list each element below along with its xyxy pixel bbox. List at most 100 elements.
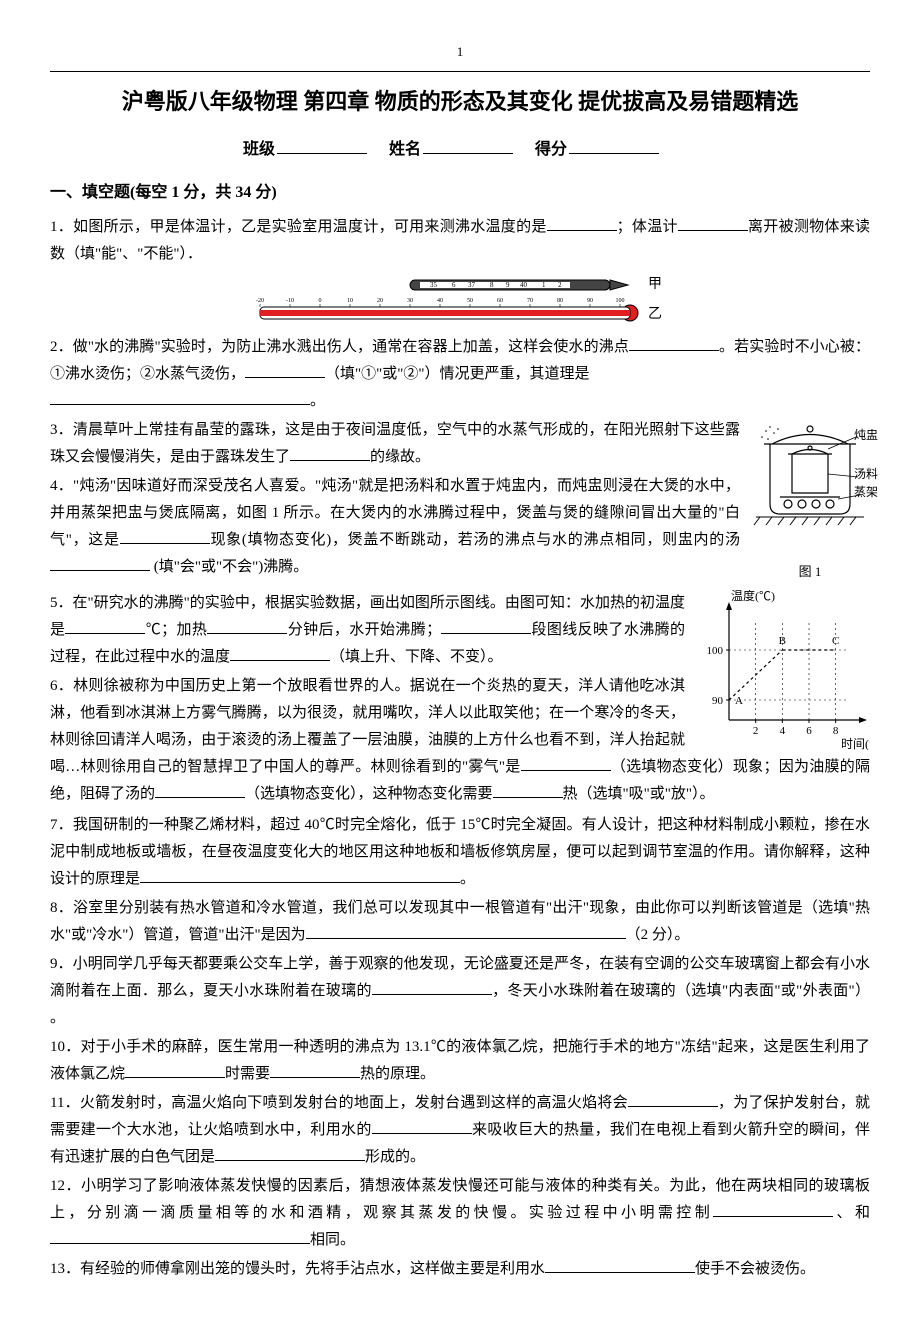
- name-blank[interactable]: [423, 137, 513, 154]
- blank[interactable]: [245, 362, 325, 377]
- svg-text:0: 0: [319, 298, 322, 304]
- blank[interactable]: [372, 1119, 472, 1134]
- svg-text:37: 37: [468, 281, 476, 289]
- svg-text:100: 100: [707, 645, 724, 657]
- q13-t2: 使手不会被烫伤。: [695, 1261, 815, 1277]
- question-3: 3．清晨草叶上常挂有晶莹的露珠，这是由于夜间温度低，空气中的水蒸气形成的，在阳光…: [50, 417, 870, 471]
- question-13: 13．有经验的师傅拿刚出笼的馒头时，先将手沾点水，这样做主要是利用水 使手不会被烫…: [50, 1256, 870, 1283]
- blank[interactable]: [545, 1258, 695, 1273]
- svg-text:6: 6: [452, 281, 456, 289]
- svg-text:-10: -10: [286, 298, 294, 304]
- blank[interactable]: [50, 1229, 310, 1244]
- class-label: 班级: [243, 141, 275, 158]
- q5-t5: （填上升、下降、不变）。: [330, 649, 503, 665]
- q10-t2: 时需要: [225, 1066, 270, 1082]
- svg-text:B: B: [779, 635, 786, 647]
- svg-text:8: 8: [490, 281, 494, 289]
- blank[interactable]: [678, 215, 748, 230]
- blank[interactable]: [306, 924, 626, 939]
- svg-text:100: 100: [616, 298, 625, 304]
- svg-text:80: 80: [557, 298, 563, 304]
- q6-t3: （选填物态变化），这种物态变化需要: [245, 786, 493, 802]
- svg-text:1: 1: [542, 281, 546, 289]
- blank[interactable]: [50, 555, 150, 570]
- svg-text:70: 70: [527, 298, 533, 304]
- q12-num: 12: [50, 1178, 65, 1194]
- question-2: 2．做"水的沸腾"实验时，为防止沸水溅出伤人，通常在容器上加盖，这样会使水的沸点…: [50, 334, 870, 415]
- meta-line: 班级 姓名 得分: [50, 136, 870, 165]
- score-label: 得分: [535, 141, 567, 158]
- q1-num: 1: [50, 219, 58, 235]
- question-1: 1．如图所示，甲是体温计，乙是实验室用温度计，可用来测沸水温度的是；体温计离开被…: [50, 214, 870, 268]
- q1-t2: ；体温计: [617, 219, 678, 235]
- section-1-head: 一、填空题(每空 1 分，共 34 分): [50, 179, 870, 208]
- thermo-top-label: 甲: [648, 277, 662, 292]
- question-7: 7．我国研制的一种聚乙烯材料，超过 40℃时完全熔化，低于 15℃时完全凝固。有…: [50, 812, 870, 893]
- svg-text:4: 4: [780, 725, 786, 737]
- question-11: 11．火箭发射时，高温火焰向下喷到发射台的地面上，发射台遇到这样的高温火焰将会，…: [50, 1090, 870, 1171]
- svg-text:20: 20: [377, 298, 383, 304]
- q11-num: 11: [50, 1095, 64, 1111]
- svg-text:50: 50: [467, 298, 473, 304]
- blank[interactable]: [547, 215, 617, 230]
- q9-num: 9: [50, 956, 58, 972]
- q13-num: 13: [50, 1261, 65, 1277]
- q5-t3: 分钟后，水开始沸腾；: [287, 622, 441, 638]
- q10-num: 10: [50, 1039, 65, 1055]
- boiling-chart: 901002468ABC温度(℃)时间(分): [695, 590, 870, 750]
- name-label: 姓名: [389, 141, 421, 158]
- blank[interactable]: [493, 783, 563, 798]
- page-number: 1: [50, 40, 870, 63]
- q8-t2: （2 分）。: [626, 927, 690, 943]
- thermometer-figure: 35637 8940 12 甲 -20-10010 20304050 60708…: [50, 274, 870, 330]
- blank[interactable]: [372, 980, 492, 995]
- class-blank[interactable]: [277, 137, 367, 154]
- blank[interactable]: [270, 1063, 360, 1078]
- q3-t1: ．清晨草叶上常挂有晶莹的露珠，这是由于夜间温度低，空气中的水蒸气: [58, 422, 543, 438]
- svg-text:时间(分): 时间(分): [841, 737, 870, 750]
- blank[interactable]: [230, 646, 330, 661]
- svg-text:-20: -20: [256, 298, 264, 304]
- svg-text:90: 90: [587, 298, 593, 304]
- top-rule: [50, 71, 870, 72]
- svg-text:A: A: [735, 695, 743, 707]
- blank[interactable]: [521, 756, 611, 771]
- svg-text:2: 2: [558, 281, 562, 289]
- q4-t3: (填"会"或"不会")沸腾。: [150, 559, 308, 575]
- q6-num: 6: [50, 678, 58, 694]
- svg-text:8: 8: [833, 725, 839, 737]
- q2-num: 2: [50, 339, 58, 355]
- q11-t4: 形成的。: [365, 1149, 425, 1165]
- blank[interactable]: [713, 1202, 833, 1217]
- q13-t1: ．有经验的师傅拿刚出笼的馒头时，先将手沾点水，这样做主要是利用水: [65, 1261, 545, 1277]
- pot-lid-label: 炖盅: [854, 428, 884, 444]
- score-blank[interactable]: [569, 137, 659, 154]
- pot-rack-label: 蒸架: [854, 485, 884, 501]
- svg-text:30: 30: [407, 298, 413, 304]
- blank[interactable]: [628, 1092, 718, 1107]
- q10-t3: 热的原理。: [360, 1066, 435, 1082]
- blank[interactable]: [290, 445, 370, 460]
- svg-text:6: 6: [806, 725, 812, 737]
- blank[interactable]: [629, 335, 719, 350]
- pot-figure: 炖盅 汤料 蒸架 图 1: [750, 419, 870, 584]
- q7-t2: 。: [460, 871, 475, 887]
- blank[interactable]: [125, 1063, 225, 1078]
- blank[interactable]: [140, 868, 460, 883]
- page-title: 沪粤版八年级物理 第四章 物质的形态及其变化 提优拔高及易错题精选: [50, 82, 870, 122]
- svg-text:40: 40: [437, 298, 443, 304]
- blank[interactable]: [50, 389, 310, 404]
- blank[interactable]: [441, 619, 531, 634]
- q2-t1: ．做"水的沸腾"实验时，为防止沸水溅出伤人，通常在容器上加盖，这样会使水的沸点: [58, 339, 629, 355]
- blank[interactable]: [155, 783, 245, 798]
- pot-caption: 图 1: [750, 560, 870, 583]
- q12-t2: 、和: [833, 1205, 870, 1221]
- svg-text:60: 60: [497, 298, 503, 304]
- blank[interactable]: [215, 1146, 365, 1161]
- q3-t3: 的缘故。: [370, 449, 430, 465]
- q3-num: 3: [50, 422, 58, 438]
- q1-t1: ．如图所示，甲是体温计，乙是实验室用温度计，可用来测沸水温度的是: [58, 219, 547, 235]
- blank[interactable]: [207, 619, 287, 634]
- blank[interactable]: [65, 619, 145, 634]
- blank[interactable]: [120, 528, 210, 543]
